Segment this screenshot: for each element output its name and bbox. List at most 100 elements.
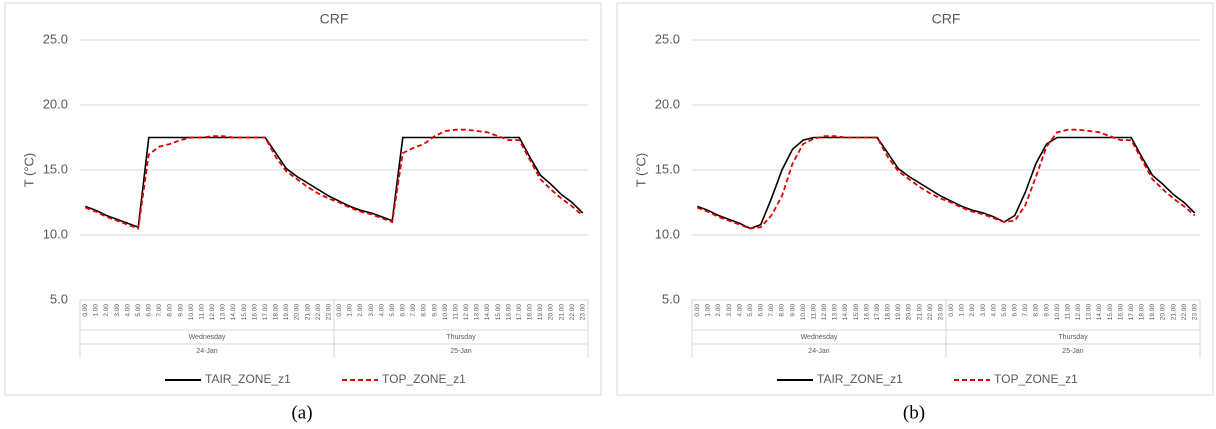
group-date: 24-Jan	[808, 348, 830, 355]
x-tick-label: 3.00	[114, 304, 121, 317]
x-tick-label: 12.00	[1075, 304, 1082, 321]
group-label: Wednesday	[801, 334, 838, 341]
x-tick-label: 3.00	[726, 304, 733, 317]
x-tick-label: 7.00	[1022, 304, 1029, 317]
x-tick-label: 21.00	[916, 304, 923, 321]
x-tick-label: 13.00	[832, 304, 839, 321]
x-tick-label: 11.00	[810, 304, 817, 320]
x-tick-label: 6.00	[758, 304, 765, 317]
legend-label: TAIR_ZONE_z1	[205, 372, 291, 386]
x-tick-label: 2.00	[103, 304, 110, 317]
x-tick-label: 15.00	[853, 304, 860, 321]
x-tick-label: 9.00	[1043, 304, 1050, 317]
x-tick-label: 0.00	[82, 304, 89, 317]
x-tick-label: 4.00	[378, 304, 385, 317]
x-tick-label: 9.00	[431, 304, 438, 317]
x-tick-label: 11.00	[198, 304, 205, 320]
x-tick-label: 2.00	[715, 304, 722, 317]
x-tick-label: 11.00	[1064, 304, 1071, 320]
x-tick-label: 18.00	[1139, 304, 1146, 321]
x-tick-label: 20.00	[1160, 304, 1167, 321]
x-tick-label: 5.00	[747, 304, 754, 317]
x-tick-label: 22.00	[569, 304, 576, 321]
legend-label: TAIR_ZONE_z1	[817, 372, 903, 386]
x-tick-label: 22.00	[1181, 304, 1188, 321]
x-tick-label: 15.00	[495, 304, 502, 321]
y-tick-label: 5.0	[662, 291, 680, 306]
group-date: 25-Jan	[450, 348, 472, 355]
x-tick-label: 16.00	[1117, 304, 1124, 321]
caption: (b)	[903, 402, 925, 423]
legend-label: TOP_ZONE_z1	[994, 372, 1078, 386]
x-tick-label: 0.00	[336, 304, 343, 317]
chart-title: CRF	[320, 11, 349, 27]
x-tick-label: 8.00	[167, 304, 174, 317]
x-tick-label: 10.00	[188, 304, 195, 321]
x-tick-label: 13.00	[1086, 304, 1093, 321]
x-tick-label: 2.00	[357, 304, 364, 317]
x-tick-label: 16.00	[863, 304, 870, 321]
y-tick-label: 5.0	[50, 291, 68, 306]
x-tick-label: 8.00	[1033, 304, 1040, 317]
x-tick-label: 20.00	[548, 304, 555, 321]
x-tick-label: 17.00	[1128, 304, 1135, 321]
x-tick-label: 1.00	[347, 304, 354, 317]
x-tick-label: 15.00	[241, 304, 248, 321]
y-tick-label: 10.0	[655, 226, 680, 241]
x-tick-label: 10.00	[1054, 304, 1061, 321]
x-tick-label: 23.00	[937, 304, 944, 321]
x-tick-label: 19.00	[895, 304, 902, 321]
x-tick-label: 14.00	[484, 304, 491, 321]
x-tick-label: 22.00	[927, 304, 934, 321]
x-tick-label: 17.00	[262, 304, 269, 321]
y-tick-label: 15.0	[655, 161, 680, 176]
x-tick-label: 0.00	[948, 304, 955, 317]
series-line	[696, 128, 1196, 230]
x-tick-label: 5.00	[389, 304, 396, 317]
y-tick-label: 10.0	[43, 226, 68, 241]
y-axis-label: T (°C)	[21, 153, 36, 188]
group-date: 25-Jan	[1062, 348, 1084, 355]
series-line	[84, 128, 584, 230]
group-date: 24-Jan	[196, 348, 218, 355]
y-tick-label: 20.0	[43, 96, 68, 111]
x-tick-label: 7.00	[768, 304, 775, 317]
legend-label: TOP_ZONE_z1	[382, 372, 466, 386]
caption: (a)	[291, 402, 312, 423]
x-tick-label: 8.00	[779, 304, 786, 317]
y-axis-label: T (°C)	[633, 153, 648, 188]
x-tick-label: 6.00	[146, 304, 153, 317]
x-tick-label: 14.00	[1096, 304, 1103, 321]
x-tick-label: 10.00	[442, 304, 449, 321]
x-tick-label: 23.00	[1191, 304, 1198, 321]
chart-title: CRF	[932, 11, 961, 27]
x-tick-label: 5.00	[1001, 304, 1008, 317]
y-tick-label: 25.0	[655, 31, 680, 46]
y-tick-label: 20.0	[655, 96, 680, 111]
x-tick-label: 13.00	[474, 304, 481, 321]
x-tick-label: 18.00	[885, 304, 892, 321]
x-tick-label: 18.00	[273, 304, 280, 321]
x-tick-label: 7.00	[410, 304, 417, 317]
x-tick-label: 15.00	[1107, 304, 1114, 321]
x-tick-label: 22.00	[315, 304, 322, 321]
x-tick-label: 20.00	[294, 304, 301, 321]
group-label: Thursday	[446, 334, 476, 341]
x-tick-label: 9.00	[177, 304, 184, 317]
x-tick-label: 4.00	[124, 304, 131, 317]
x-tick-label: 1.00	[93, 304, 100, 317]
x-tick-label: 6.00	[1012, 304, 1019, 317]
x-tick-label: 17.00	[516, 304, 523, 321]
x-tick-label: 3.00	[980, 304, 987, 317]
x-tick-label: 21.00	[1170, 304, 1177, 321]
x-tick-label: 18.00	[527, 304, 534, 321]
x-tick-label: 1.00	[705, 304, 712, 317]
x-tick-label: 20.00	[906, 304, 913, 321]
x-tick-label: 10.00	[800, 304, 807, 321]
x-tick-label: 12.00	[209, 304, 216, 321]
x-tick-label: 4.00	[990, 304, 997, 317]
x-tick-label: 12.00	[463, 304, 470, 321]
x-tick-label: 14.00	[842, 304, 849, 321]
x-tick-label: 19.00	[537, 304, 544, 321]
y-tick-label: 25.0	[43, 31, 68, 46]
